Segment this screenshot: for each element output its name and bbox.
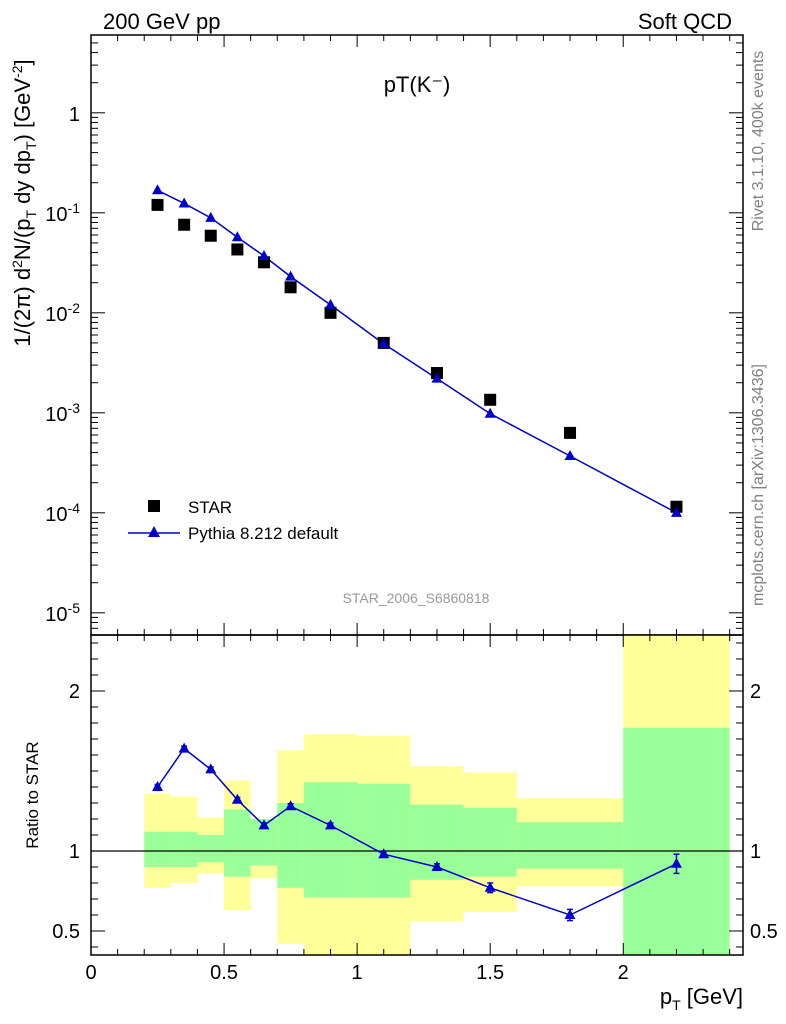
ratio-y-tick-label-right: 2 [750, 681, 761, 703]
ratio-plot-axes: 0 0.5 1 1.5 20.5 0.51 12 2 [52, 635, 778, 984]
star-point [564, 426, 577, 439]
legend-star-marker [148, 500, 160, 512]
x-axis-label: pT [GeV] [660, 984, 743, 1013]
pythia-point [178, 197, 190, 208]
ratio-point [564, 909, 576, 919]
ratio-point [285, 800, 297, 811]
ratio-x-tick-label: 2 [618, 962, 629, 984]
ratio-uncertainty-bands [144, 635, 730, 955]
star-point [670, 500, 683, 513]
star-point [231, 243, 244, 256]
analysis-watermark: STAR_2006_S6860818 [343, 590, 490, 606]
legend-pythia-marker [148, 526, 160, 537]
pythia-point [152, 184, 164, 195]
ratio-point [431, 861, 443, 871]
pythia-point [484, 407, 496, 418]
main-y-tick-label: 10-2 [45, 300, 80, 326]
legend-star-label: STAR [188, 498, 232, 517]
ratio-x-tick-label: 0.5 [210, 962, 238, 984]
pythia-point [670, 506, 682, 517]
star-point [204, 229, 217, 242]
ratio-y-tick-label: 0.5 [52, 921, 80, 943]
header-right-label: Soft QCD [638, 9, 732, 34]
ratio-point [378, 848, 390, 859]
star-point [151, 198, 164, 211]
ratio-green-band [197, 835, 225, 863]
ratio-green-band [623, 727, 730, 955]
star-point [178, 218, 191, 231]
ratio-green-band [303, 782, 358, 898]
ratio-plot-frame [90, 634, 744, 956]
ratio-y-tick-label-right: 1 [750, 841, 761, 863]
ratio-green-band [357, 783, 411, 898]
main-panel: pT(K⁻) STAR_2006_S6860818 110-110-210-31… [9, 34, 744, 636]
ratio-x-tick-label: 1 [352, 962, 363, 984]
pythia-point [258, 249, 270, 260]
ratio-point [205, 763, 217, 774]
pythia-point [325, 298, 337, 309]
ratio-green-band [224, 809, 251, 877]
ratio-y-axis-label: Ratio to STAR [23, 741, 42, 848]
star-point [484, 393, 497, 406]
ratio-point [258, 819, 270, 830]
pythia-point [231, 231, 243, 242]
ratio-point [178, 742, 190, 753]
ratio-green-band [170, 831, 198, 867]
legend-pythia-label: Pythia 8.212 default [188, 524, 339, 543]
ratio-green-band [144, 831, 171, 867]
main-plot-frame [90, 34, 744, 636]
star-point [324, 306, 337, 319]
ratio-panel: 0 0.5 1 1.5 20.5 0.51 12 2 Ratio to STAR pT [Ge… [23, 634, 778, 1013]
ratio-point [484, 881, 496, 892]
main-plot-axes: 1 10-1 10-2 10-3 10-4 10-5 [45, 34, 743, 636]
ratio-plot-marks [152, 742, 682, 922]
ratio-y-tick-label: 1 [69, 841, 80, 863]
ratio-point [152, 781, 164, 791]
pythia-line [157, 189, 677, 514]
ratio-point [231, 793, 243, 804]
ratio-green-band [463, 807, 517, 877]
pythia-point [431, 372, 443, 383]
pythia-point [285, 270, 297, 281]
ratio-line [156, 747, 677, 916]
star-point [284, 281, 297, 294]
ratio-green-band [277, 803, 304, 888]
ratio-point [325, 819, 337, 830]
ratio-x-tick-label: 1.5 [476, 962, 504, 984]
pythia-point [378, 337, 390, 348]
ratio-x-tick-label: 0 [85, 962, 96, 984]
ratio-point [670, 857, 682, 868]
main-y-tick-label: 10-1 [45, 200, 80, 226]
main-plot-title: pT(K⁻) [384, 72, 451, 97]
legend: STAR Pythia 8.212 default [128, 498, 339, 543]
pythia-point [205, 211, 217, 222]
mcplots-label: mcplots.cern.ch [arXiv:1306.3436] [750, 364, 767, 606]
main-y-tick-label: 10-3 [45, 400, 80, 426]
main-y-tick-label: 10-5 [45, 600, 80, 626]
main-y-axis-label: 1/(2π) d2N/(pT dy dpT) [GeV-2] [9, 59, 39, 346]
main-plot-marks [151, 184, 683, 517]
rivet-label: Rivet 3.1.10, 400k events [750, 51, 767, 232]
header-left-label: 200 GeV pp [103, 9, 220, 34]
ratio-y-tick-label-right: 0.5 [750, 921, 778, 943]
ratio-green-band [516, 822, 624, 869]
pythia-point [564, 449, 576, 460]
ratio-y-tick-label: 2 [69, 681, 80, 703]
main-y-tick-label: 1 [69, 104, 80, 126]
main-y-tick-label: 10-4 [45, 500, 80, 526]
